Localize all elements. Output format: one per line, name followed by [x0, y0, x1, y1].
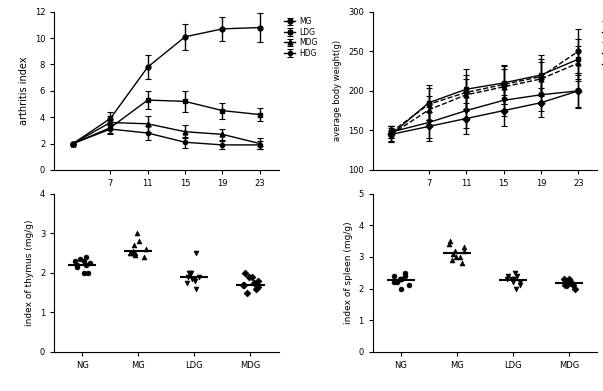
Point	[242, 289, 252, 296]
Text: (a): (a)	[159, 214, 174, 224]
Point	[253, 278, 263, 284]
Point	[559, 276, 569, 282]
Point	[508, 276, 517, 282]
Point	[502, 276, 511, 282]
Point	[570, 285, 579, 292]
Point	[191, 285, 201, 292]
Point	[511, 285, 520, 292]
Point	[134, 238, 144, 244]
Point	[125, 250, 135, 256]
Point	[128, 250, 138, 256]
Point	[188, 276, 197, 282]
Point	[186, 270, 196, 276]
Point	[509, 276, 519, 282]
Y-axis label: index of thymus (mg/g): index of thymus (mg/g)	[25, 219, 34, 326]
X-axis label: days: days	[155, 194, 178, 204]
Point	[396, 276, 406, 282]
Point	[183, 274, 193, 280]
Point	[447, 257, 457, 263]
Point	[239, 282, 248, 288]
Point	[128, 242, 138, 248]
Legend: NG, MG, LDG, MDG, HDG: NG, MG, LDG, MDG, HDG	[601, 16, 603, 70]
Point	[396, 276, 406, 282]
Point	[84, 270, 93, 276]
Point	[72, 264, 81, 270]
Point	[130, 250, 140, 256]
Point	[79, 270, 89, 276]
X-axis label: days: days	[473, 194, 496, 204]
Point	[142, 246, 151, 252]
Text: (b): (b)	[477, 214, 493, 224]
Point	[566, 278, 575, 284]
Point	[392, 279, 402, 285]
Point	[251, 285, 260, 292]
Point	[133, 230, 142, 237]
Point	[564, 279, 573, 285]
Point	[81, 262, 90, 268]
Point	[247, 274, 257, 280]
Point	[85, 260, 95, 266]
Point	[194, 274, 204, 280]
Point	[562, 279, 572, 285]
Point	[404, 282, 414, 289]
Point	[192, 250, 201, 256]
Point	[564, 276, 573, 282]
Point	[128, 248, 138, 254]
Point	[190, 278, 200, 284]
Point	[516, 279, 525, 285]
Point	[510, 270, 519, 276]
Legend: MG, LDG, MDG, HDG: MG, LDG, MDG, HDG	[282, 16, 319, 59]
Point	[457, 260, 467, 266]
Point	[444, 241, 453, 248]
Point	[139, 254, 149, 260]
Point	[79, 258, 89, 264]
Point	[513, 273, 522, 279]
Point	[444, 238, 454, 244]
Y-axis label: average body weight(g): average body weight(g)	[333, 40, 343, 142]
Point	[451, 254, 461, 260]
Point	[185, 270, 194, 276]
Point	[504, 273, 513, 279]
Point	[245, 274, 254, 280]
Point	[560, 282, 570, 289]
Point	[569, 282, 578, 289]
Point	[562, 282, 572, 289]
Point	[72, 262, 81, 268]
Y-axis label: index of spleen (mg/g): index of spleen (mg/g)	[344, 221, 353, 324]
Point	[459, 248, 469, 254]
Point	[189, 276, 198, 282]
Point	[561, 281, 570, 287]
Point	[70, 258, 80, 264]
Point	[397, 285, 406, 292]
Point	[515, 282, 525, 289]
Point	[389, 273, 399, 279]
Point	[395, 276, 405, 282]
Point	[455, 254, 465, 260]
Point	[389, 279, 399, 285]
Point	[449, 251, 458, 257]
Point	[450, 248, 459, 254]
Point	[508, 279, 518, 285]
Point	[75, 256, 85, 262]
Point	[238, 282, 248, 288]
Point	[240, 270, 250, 276]
Point	[400, 270, 410, 276]
Point	[182, 280, 192, 286]
Point	[130, 252, 140, 258]
Y-axis label: arthritis index: arthritis index	[19, 57, 29, 125]
Point	[249, 280, 259, 286]
Point	[400, 273, 409, 279]
Point	[81, 254, 91, 260]
Point	[459, 244, 469, 251]
Point	[253, 283, 263, 290]
